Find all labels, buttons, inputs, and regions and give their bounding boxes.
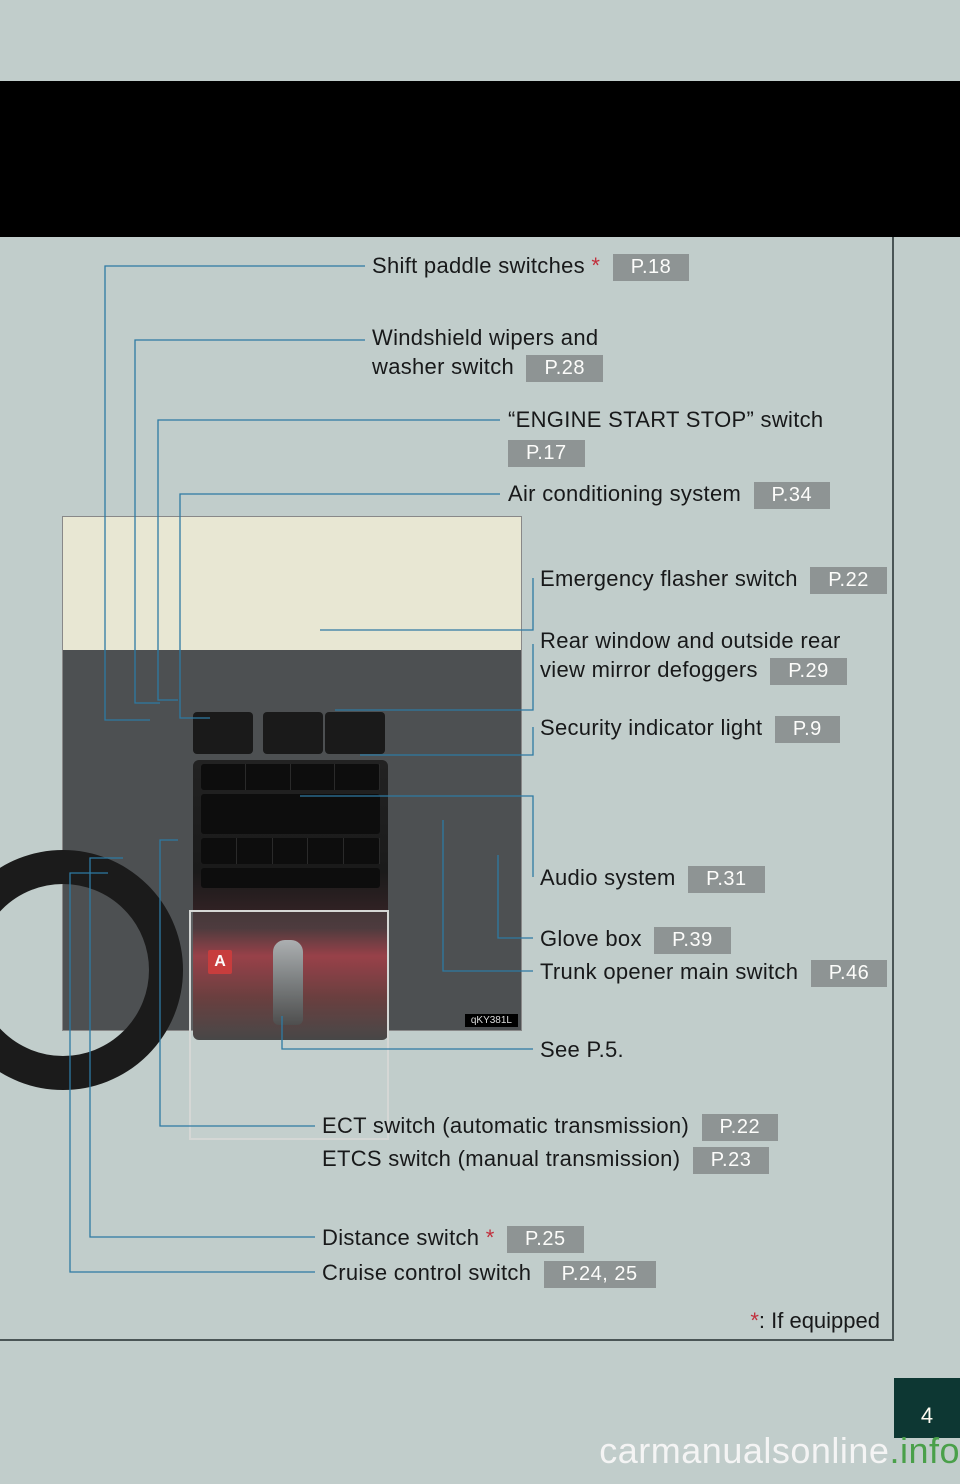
callout-wipers_l1: Windshield wipers and [372, 325, 598, 351]
callout-glovebox: Glove box P.39 [540, 926, 731, 954]
callout-trunk: Trunk opener main switch P.46 [540, 959, 887, 987]
image-id-label: qKY381L [465, 1014, 518, 1027]
header-black-band [0, 81, 960, 237]
dashboard-photo: A qKY381L [62, 516, 522, 1031]
callout-etcs: ETCS switch (manual transmission) P.23 [322, 1146, 769, 1174]
callout-defog_l1: Rear window and outside rear [540, 628, 841, 654]
callout-distance: Distance switch * P.25 [322, 1225, 584, 1253]
callout-engine_l1: “ENGINE START STOP” switch [508, 407, 823, 433]
callout-engine_l2: P.17 [502, 439, 585, 467]
callout-cruise: Cruise control switch P.24, 25 [322, 1260, 656, 1288]
callout-wipers_l2: washer switch P.28 [372, 354, 603, 382]
callout-emergency: Emergency flasher switch P.22 [540, 566, 887, 594]
callout-audio: Audio system P.31 [540, 865, 765, 893]
watermark: carmanualsonline.info [599, 1430, 960, 1472]
callout-ect: ECT switch (automatic transmission) P.22 [322, 1113, 778, 1141]
callout-shift_paddle: Shift paddle switches * P.18 [372, 253, 689, 281]
callout-aircon: Air conditioning system P.34 [508, 481, 830, 509]
callout-security: Security indicator light P.9 [540, 715, 840, 743]
footnote-if-equipped: *: If equipped [750, 1308, 880, 1334]
callout-see_p5: See P.5. [540, 1037, 624, 1063]
callout-defog_l2: view mirror defoggers P.29 [540, 657, 847, 685]
page-number-tab: 4 [894, 1378, 960, 1438]
